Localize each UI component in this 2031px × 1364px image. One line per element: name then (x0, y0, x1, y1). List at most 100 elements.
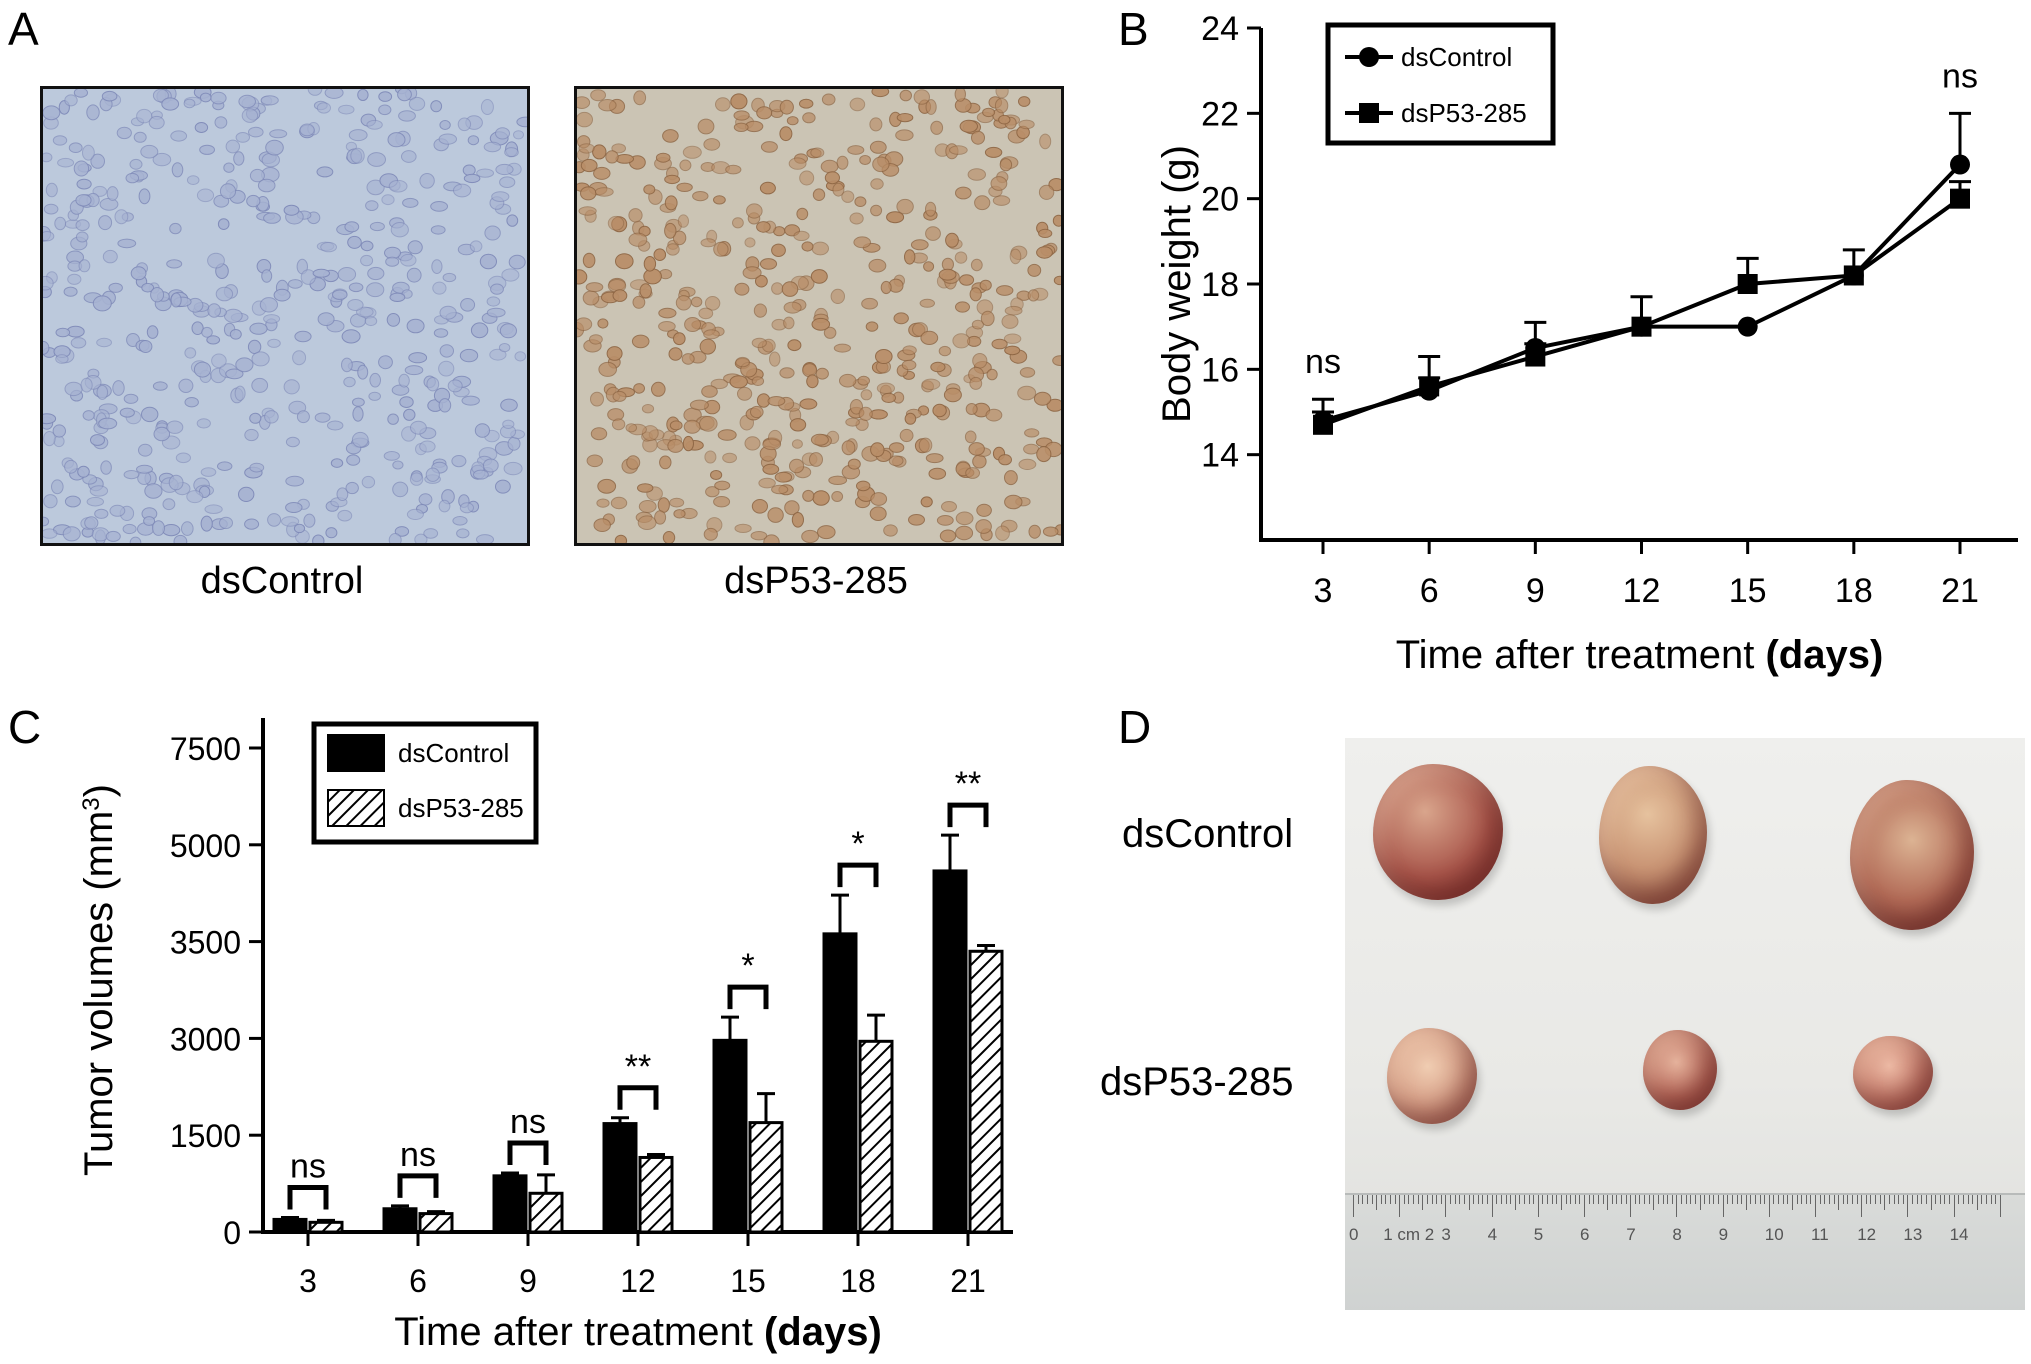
cell-nucleus (657, 497, 670, 513)
ruler-tick (1616, 1195, 1618, 1204)
cell-nucleus (860, 389, 873, 401)
cell-nucleus (490, 283, 504, 295)
x-tick-label: 3 (1314, 572, 1333, 610)
cell-nucleus (959, 119, 978, 133)
cell-nucleus (665, 243, 680, 256)
significance-bracket (837, 862, 879, 888)
legend-swatch (327, 789, 385, 827)
ruler-tick (1833, 1195, 1835, 1204)
bar-dscontrol (382, 1207, 418, 1234)
x-axis-label: Time after treatment (days) (1396, 633, 1884, 677)
cell-nucleus (453, 183, 472, 198)
cell-nucleus (732, 217, 744, 229)
cell-nucleus (495, 479, 511, 494)
cell-nucleus (241, 108, 259, 123)
cell-nucleus (969, 376, 983, 390)
legend-label: dsP53-285 (398, 793, 524, 823)
cell-nucleus (577, 317, 593, 331)
micrograph-dscontrol (40, 86, 530, 546)
cell-nucleus (783, 301, 802, 314)
cell-nucleus (1046, 398, 1061, 412)
cell-nucleus (700, 238, 717, 248)
cell-nucleus (967, 168, 986, 181)
cell-nucleus (223, 162, 235, 173)
cell-nucleus (138, 188, 151, 205)
significance-label: ns (400, 1136, 436, 1174)
ruler-tick (1667, 1195, 1669, 1204)
cell-nucleus (467, 135, 480, 146)
cell-nucleus (812, 490, 830, 506)
cell-nucleus (849, 97, 866, 112)
ruler-tick (1819, 1195, 1821, 1204)
ruler-tick (1805, 1195, 1807, 1204)
cell-nucleus (316, 166, 334, 178)
cell-nucleus (858, 406, 873, 421)
significance-label: ns (1942, 57, 1978, 95)
cell-nucleus (307, 89, 323, 96)
cell-nucleus (381, 194, 395, 206)
cell-nucleus (970, 258, 983, 272)
cell-nucleus (744, 237, 756, 248)
cell-nucleus (138, 340, 153, 353)
cell-nucleus (655, 152, 671, 163)
cell-nucleus (845, 417, 860, 427)
cell-nucleus (614, 534, 628, 543)
cell-nucleus (483, 141, 502, 153)
ruler-tick (1426, 1195, 1428, 1204)
cell-nucleus (684, 317, 702, 332)
ruler-tick (1519, 1195, 1521, 1204)
tumor-control-2 (1599, 766, 1707, 904)
cell-nucleus (774, 471, 793, 483)
ruler-tick (1593, 1195, 1595, 1204)
cell-nucleus (91, 527, 110, 542)
ruler-number: 6 (1580, 1225, 1590, 1244)
cell-nucleus (704, 450, 717, 464)
cell-nucleus (582, 252, 596, 269)
cell-nucleus (662, 129, 679, 143)
cell-nucleus (632, 295, 646, 309)
ruler-tick (1625, 1195, 1627, 1204)
cell-nucleus (734, 282, 750, 296)
x-tick-label: 18 (840, 1263, 876, 1299)
ruler-tick (1995, 1195, 1997, 1204)
ruler-number: 3 (1441, 1225, 1451, 1244)
cell-nucleus (171, 162, 184, 178)
cell-nucleus (392, 460, 404, 470)
cell-nucleus (759, 181, 776, 195)
cell-nucleus (839, 373, 857, 388)
cell-nucleus (767, 396, 786, 407)
cell-nucleus (367, 266, 385, 281)
ruler-tick (1731, 1195, 1733, 1204)
cell-nucleus (368, 391, 382, 401)
cell-nucleus (119, 407, 135, 418)
ruler-tick (1639, 1195, 1641, 1204)
cell-nucleus (901, 359, 917, 371)
cell-nucleus (701, 385, 718, 398)
cell-nucleus (344, 221, 360, 233)
cell-nucleus (364, 316, 378, 327)
cell-nucleus (229, 329, 242, 340)
cell-nucleus (346, 454, 361, 466)
cell-nucleus (153, 426, 171, 442)
cell-nucleus (57, 157, 75, 168)
cell-nucleus (317, 312, 335, 327)
cell-nucleus (211, 353, 227, 369)
cell-nucleus (870, 204, 883, 217)
cell-nucleus (401, 150, 417, 163)
cell-nucleus (183, 98, 196, 109)
cell-nucleus (888, 442, 905, 453)
bar-dsp53 (968, 949, 1004, 1234)
cell-nucleus (779, 99, 794, 115)
cell-nucleus (1019, 367, 1036, 378)
x-axis-unit: (days) (764, 1310, 882, 1354)
ruler-tick (1537, 1195, 1539, 1217)
cell-nucleus (756, 106, 773, 120)
ruler-tick (1907, 1195, 1909, 1217)
cell-nucleus (582, 290, 600, 306)
cell-nucleus (690, 296, 703, 308)
ruler-tick (1888, 1195, 1890, 1204)
cell-nucleus (173, 534, 188, 543)
cell-nucleus (995, 525, 1010, 541)
cell-nucleus (123, 470, 140, 480)
ruler-tick (1912, 1195, 1913, 1204)
